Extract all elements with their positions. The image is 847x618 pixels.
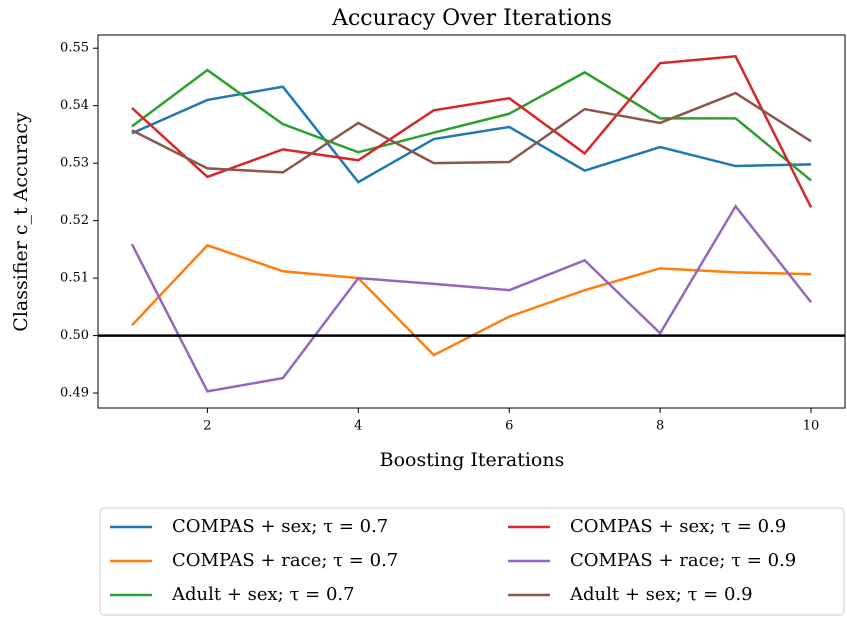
series-line — [131, 85, 812, 184]
series-line — [131, 91, 812, 174]
y-tick-label: 0.50 — [60, 328, 89, 343]
y-tick-label: 0.53 — [60, 156, 89, 171]
plot-frame — [97, 34, 846, 409]
x-tick-label: 8 — [656, 419, 664, 434]
legend-label: COMPAS + race; τ = 0.9 — [570, 550, 796, 571]
y-tick-label: 0.55 — [60, 41, 89, 56]
legend-box — [99, 507, 845, 616]
legend-label: Adult + sex; τ = 0.7 — [171, 584, 355, 605]
x-tick-label: 4 — [354, 419, 362, 434]
y-tick-label: 0.49 — [60, 386, 89, 401]
y-tick-label: 0.52 — [60, 213, 89, 228]
series-line — [130, 204, 813, 393]
chart-title: Accuracy Over Iterations — [331, 6, 612, 31]
y-tick-label: 0.54 — [60, 98, 89, 113]
x-tick-label: 10 — [803, 419, 820, 434]
series-line — [131, 54, 813, 208]
series-line — [131, 243, 812, 357]
y-axis-label: Classifier c_t Accuracy — [10, 112, 32, 332]
legend-label: COMPAS + race; τ = 0.7 — [172, 550, 398, 571]
legend-label: Adult + sex; τ = 0.9 — [569, 584, 753, 605]
x-tick-label: 2 — [203, 419, 211, 434]
legend-label: COMPAS + sex; τ = 0.9 — [570, 516, 786, 537]
legend-label: COMPAS + sex; τ = 0.7 — [172, 516, 388, 537]
x-axis-label: Boosting Iterations — [380, 449, 565, 471]
x-tick-label: 6 — [505, 419, 513, 434]
y-tick-label: 0.51 — [60, 271, 89, 286]
series-line — [131, 68, 812, 182]
